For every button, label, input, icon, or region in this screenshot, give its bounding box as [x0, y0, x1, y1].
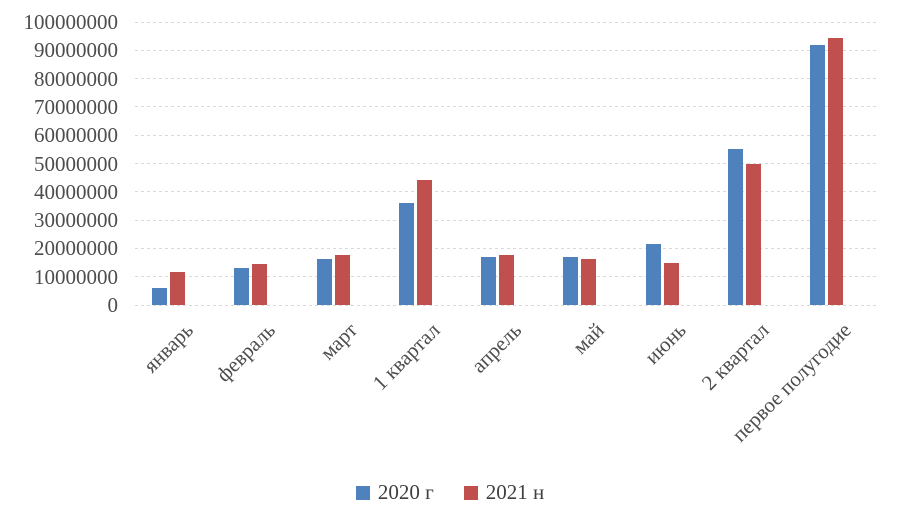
legend-item-1: 2021 н: [463, 480, 545, 505]
y-tick-label: 10000000: [34, 264, 118, 289]
bar-series0-9: [810, 44, 826, 305]
bar-series0-4: [398, 203, 414, 305]
legend-swatch-icon: [463, 485, 478, 500]
x-tick-label: июнь: [640, 318, 692, 369]
legend: 2020 г 2021 н: [0, 480, 900, 505]
gridline: [135, 134, 877, 136]
bar-series1-6: [581, 258, 597, 305]
bar-series1-2: [252, 263, 268, 305]
gridline: [135, 304, 877, 306]
y-tick-label: 0: [107, 293, 119, 317]
bar-series0-2: [234, 268, 250, 305]
y-tick-label: 70000000: [34, 94, 118, 119]
y-tick-label: 40000000: [34, 179, 118, 204]
legend-swatch-icon: [355, 485, 370, 500]
legend-label: 2021 н: [485, 480, 545, 504]
x-tick-label: май: [568, 318, 609, 359]
bar-series0-7: [645, 243, 661, 305]
legend-item-0: 2020 г: [355, 480, 434, 505]
gridline: [135, 247, 877, 249]
x-tick-label: апрель: [467, 318, 527, 378]
bar-series1-5: [499, 255, 515, 305]
bar-series0-6: [563, 257, 579, 305]
bar-series0-3: [316, 258, 332, 305]
y-tick-label: 100000000: [23, 10, 119, 34]
x-tick-label: март: [315, 318, 363, 365]
legend-label: 2020 г: [377, 480, 434, 504]
bar-series1-4: [416, 179, 432, 305]
x-tick-label: 2 квартал: [696, 318, 774, 395]
gridline: [135, 49, 877, 51]
gridline: [135, 106, 877, 108]
y-tick-label: 50000000: [34, 151, 118, 176]
bar-series1-1: [170, 272, 185, 305]
bar-series1-3: [334, 254, 350, 305]
bar-series1-9: [828, 38, 844, 305]
y-tick-label: 80000000: [34, 66, 118, 91]
bar-series0-1: [152, 288, 167, 305]
bar-series0-8: [727, 148, 743, 305]
y-tick-label: 20000000: [34, 236, 118, 261]
x-tick-label: 1 квартал: [367, 318, 445, 395]
x-tick-label: январь: [138, 318, 198, 378]
gridline: [135, 78, 877, 80]
bar-series0-5: [481, 257, 497, 305]
gridline: [135, 219, 877, 221]
y-tick-label: 30000000: [34, 208, 118, 233]
gridline: [135, 21, 877, 23]
gridline: [135, 163, 877, 164]
bar-series1-7: [663, 262, 679, 305]
y-tick-label: 60000000: [34, 123, 118, 148]
y-tick-label: 90000000: [34, 38, 118, 63]
bar-series1-8: [745, 163, 761, 305]
x-tick-label: февраль: [211, 318, 280, 387]
gridline: [135, 191, 877, 193]
